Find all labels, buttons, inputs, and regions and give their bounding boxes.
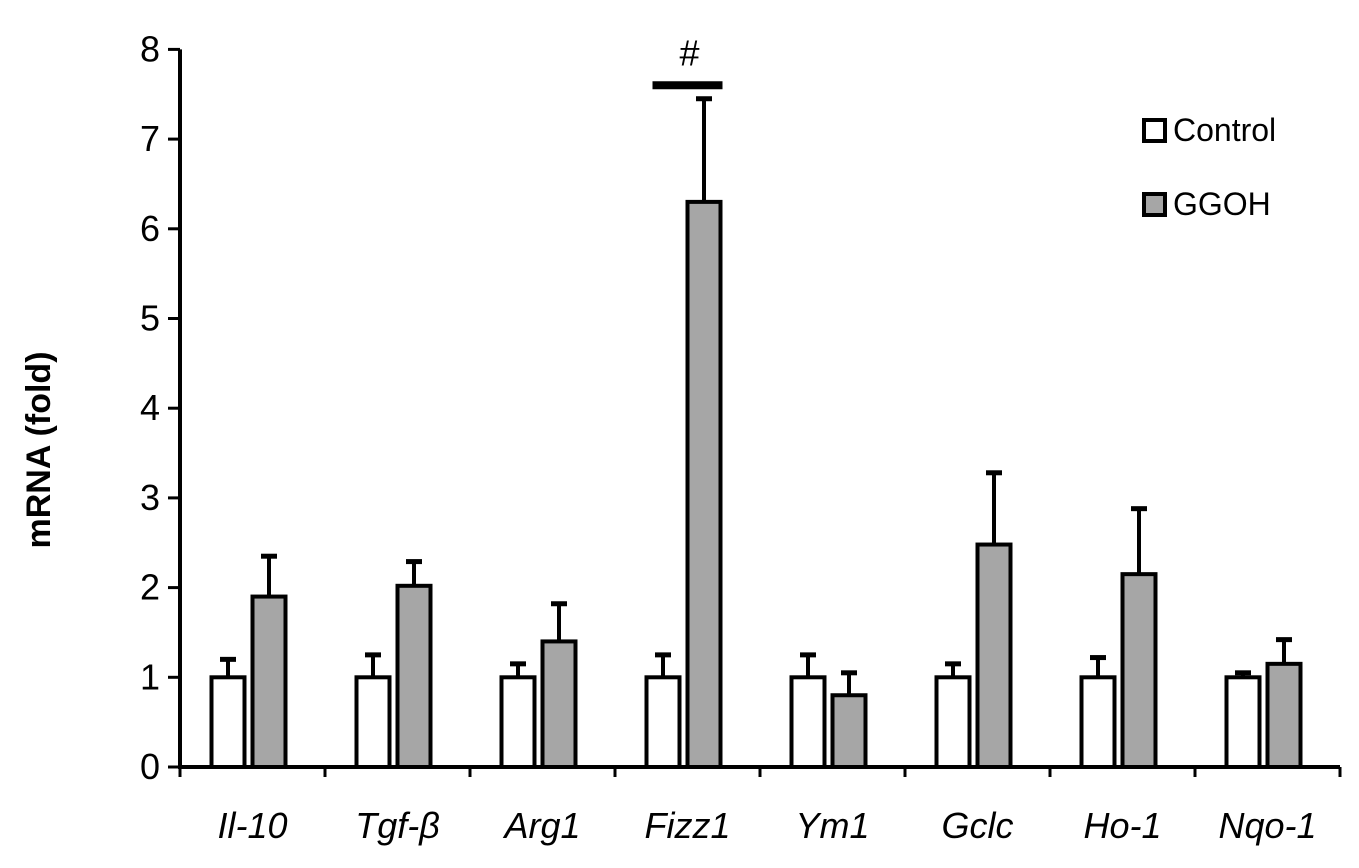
y-axis-label: mRNA (fold): [20, 351, 58, 548]
bar-ggoh-0: [250, 594, 288, 769]
bar-ggoh-6: [1120, 572, 1158, 770]
bar-ggoh-1: [395, 583, 433, 770]
x-tick-label-4: Ym1: [795, 805, 869, 846]
bar-control-0: [209, 675, 247, 769]
y-tick-label-6: 6: [140, 208, 160, 249]
significance-marker-0: #: [679, 32, 699, 73]
bar-ggoh-5: [975, 542, 1013, 769]
y-tick-label-2: 2: [140, 567, 160, 608]
legend-label-ggoh: GGOH: [1173, 185, 1271, 222]
bar-control-6: [1079, 675, 1117, 769]
legend-swatch-control: [1142, 117, 1167, 143]
legend-item-ggoh: GGOH: [1142, 184, 1276, 224]
bar-ggoh-3: [685, 199, 723, 769]
x-tick-label-3: Fizz1: [644, 805, 730, 846]
y-tick-label-4: 4: [140, 387, 160, 428]
bar-control-2: [499, 675, 537, 769]
bar-control-7: [1224, 675, 1262, 769]
legend: Control GGOH: [1142, 110, 1276, 258]
bar-ggoh-7: [1265, 661, 1303, 769]
bar-control-1: [354, 675, 392, 769]
legend-label-control: Control: [1173, 111, 1277, 148]
x-tick-label-7: Nqo-1: [1218, 805, 1316, 846]
bar-control-3: [644, 675, 682, 769]
x-tick-label-1: Tgf-β: [355, 805, 440, 846]
y-tick-label-5: 5: [140, 298, 160, 339]
x-tick-label-2: Arg1: [502, 805, 580, 846]
bar-ggoh-4: [830, 693, 868, 769]
y-axis-label-box: mRNA (fold): [20, 351, 58, 548]
x-tick-label-5: Gclc: [942, 805, 1014, 846]
legend-item-control: Control: [1142, 110, 1276, 150]
bar-control-4: [789, 675, 827, 769]
bar-control-5: [934, 675, 972, 769]
x-tick-label-0: Il-10: [217, 805, 287, 846]
legend-swatch-ggoh: [1142, 191, 1167, 217]
bar-ggoh-2: [540, 639, 578, 769]
y-tick-label-8: 8: [140, 28, 160, 69]
y-tick-label-1: 1: [140, 656, 160, 697]
y-tick-label-7: 7: [140, 118, 160, 159]
x-tick-label-6: Ho-1: [1083, 805, 1161, 846]
y-tick-label-3: 3: [140, 477, 160, 518]
y-tick-label-0: 0: [140, 746, 160, 787]
